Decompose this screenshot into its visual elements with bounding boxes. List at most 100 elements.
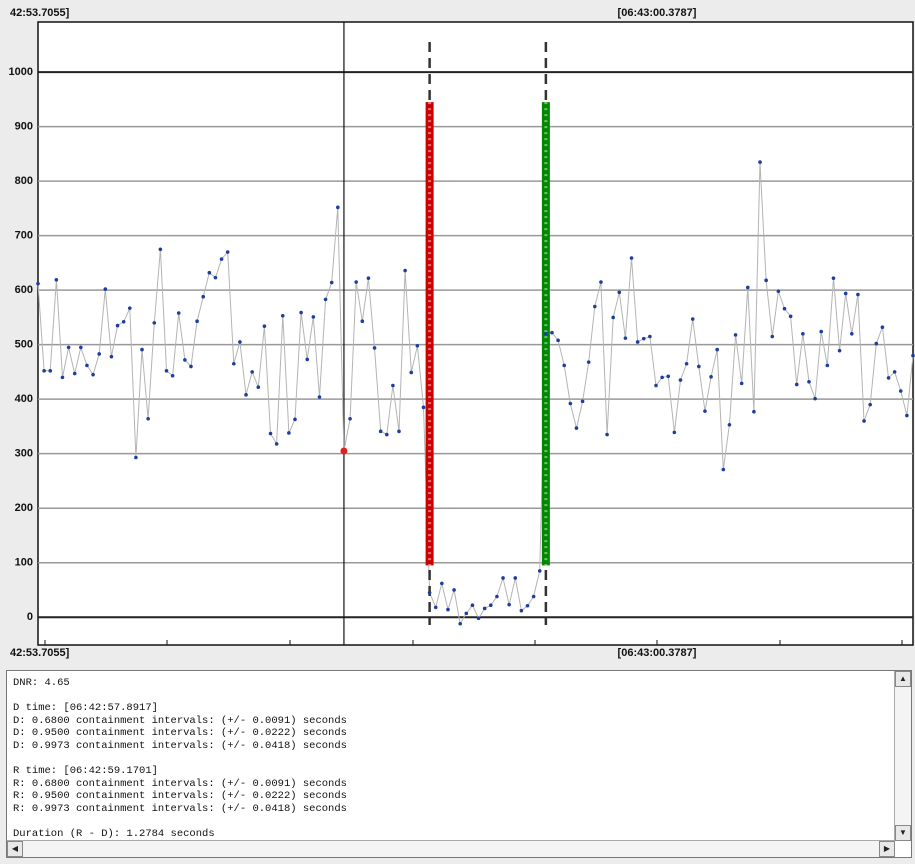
point (189, 364, 193, 369)
y-tick-label: 0 (27, 611, 33, 623)
point (648, 334, 652, 339)
point (66, 345, 71, 350)
point (213, 275, 218, 280)
horizontal-scrollbar[interactable]: ◀ ▶ (7, 840, 895, 857)
point (470, 603, 475, 608)
point (72, 371, 77, 376)
scroll-right[interactable]: ▶ (879, 841, 895, 857)
point (54, 278, 59, 282)
point (140, 347, 144, 352)
point (697, 364, 701, 369)
point (605, 432, 609, 437)
point (403, 268, 407, 273)
point (409, 370, 414, 375)
point (556, 338, 560, 343)
y-tick-label: 500 (15, 339, 33, 351)
point (207, 270, 212, 275)
point (537, 569, 542, 573)
point (397, 429, 401, 434)
point (574, 426, 579, 430)
point (482, 606, 487, 611)
point (764, 278, 768, 283)
point (507, 602, 511, 607)
point (384, 432, 389, 437)
log-line: R: 0.6800 containment intervals: (+/- 0.… (13, 777, 347, 790)
point (525, 603, 530, 608)
log-line: D: 0.9500 containment intervals: (+/- 0.… (13, 727, 347, 740)
point (232, 361, 236, 366)
y-tick-label: 200 (15, 502, 33, 514)
point (831, 276, 836, 280)
point (807, 379, 811, 384)
log-line: R time: [06:42:59.1701] (13, 765, 158, 778)
point (721, 467, 726, 472)
log-panel: DNR: 4.65 D time: [06:42:57.8917] D: 0.680… (6, 670, 912, 858)
bottom-time-label: 42:53.7055] (10, 647, 70, 659)
point (262, 324, 267, 328)
scroll-left[interactable]: ◀ (7, 841, 23, 857)
series-line (37, 162, 914, 626)
point (635, 340, 640, 344)
point (562, 363, 567, 368)
point (794, 382, 799, 387)
scroll-down[interactable]: ▼ (895, 825, 911, 841)
point (843, 291, 848, 296)
y-tick-label: 300 (15, 448, 33, 460)
chart: 42:53.7055] [06:43:00.3787] 42:53.7055] … (9, 7, 915, 659)
point (868, 402, 872, 407)
point (776, 289, 781, 294)
point (678, 378, 683, 382)
top-time-label: 42:53.7055] (10, 7, 70, 19)
point (850, 331, 854, 336)
point (415, 343, 420, 348)
point (911, 353, 915, 358)
point (121, 319, 126, 324)
point (892, 370, 897, 374)
point (488, 603, 493, 608)
point (709, 375, 713, 379)
log-line: R: 0.9500 containment intervals: (+/- 0.… (13, 790, 347, 803)
scroll-up[interactable]: ▲ (895, 671, 911, 687)
point (360, 319, 365, 324)
point (225, 250, 230, 254)
point (690, 317, 695, 321)
point (715, 347, 719, 352)
log-line: D: 0.6800 containment intervals: (+/- 0.… (13, 714, 347, 727)
log-text: DNR: 4.65 D time: [06:42:57.8917] D: 0.680… (13, 677, 347, 853)
point (825, 363, 830, 368)
point (329, 280, 334, 285)
point (672, 430, 677, 435)
point (819, 329, 824, 334)
point (48, 369, 53, 373)
y-tick-label: 100 (15, 557, 33, 569)
point (268, 431, 273, 436)
point (752, 409, 756, 414)
point (164, 369, 169, 373)
point (378, 429, 383, 434)
point (158, 247, 163, 252)
point (317, 395, 322, 399)
log-block: Duration (R - D): 1.2784 seconds (13, 828, 347, 841)
point (91, 372, 95, 377)
point (146, 417, 150, 421)
point (427, 590, 432, 595)
point (36, 281, 40, 286)
point (219, 257, 224, 261)
point (476, 616, 481, 621)
point (391, 383, 395, 388)
point (623, 336, 628, 340)
top-time-label: [06:43:00.3787] (618, 7, 697, 19)
point (250, 370, 254, 374)
point (586, 360, 591, 364)
y-tick-label: 700 (15, 230, 33, 242)
point (703, 409, 707, 413)
vertical-scrollbar[interactable]: ▲ ▼ (894, 671, 911, 841)
point (727, 422, 732, 427)
log-line: D time: [06:42:57.8917] (13, 702, 158, 715)
point (60, 375, 65, 380)
log-block: D time: [06:42:57.8917] D: 0.6800 contain… (13, 702, 347, 752)
point (531, 594, 536, 599)
point (733, 333, 738, 337)
point (274, 442, 279, 446)
point (862, 419, 866, 423)
